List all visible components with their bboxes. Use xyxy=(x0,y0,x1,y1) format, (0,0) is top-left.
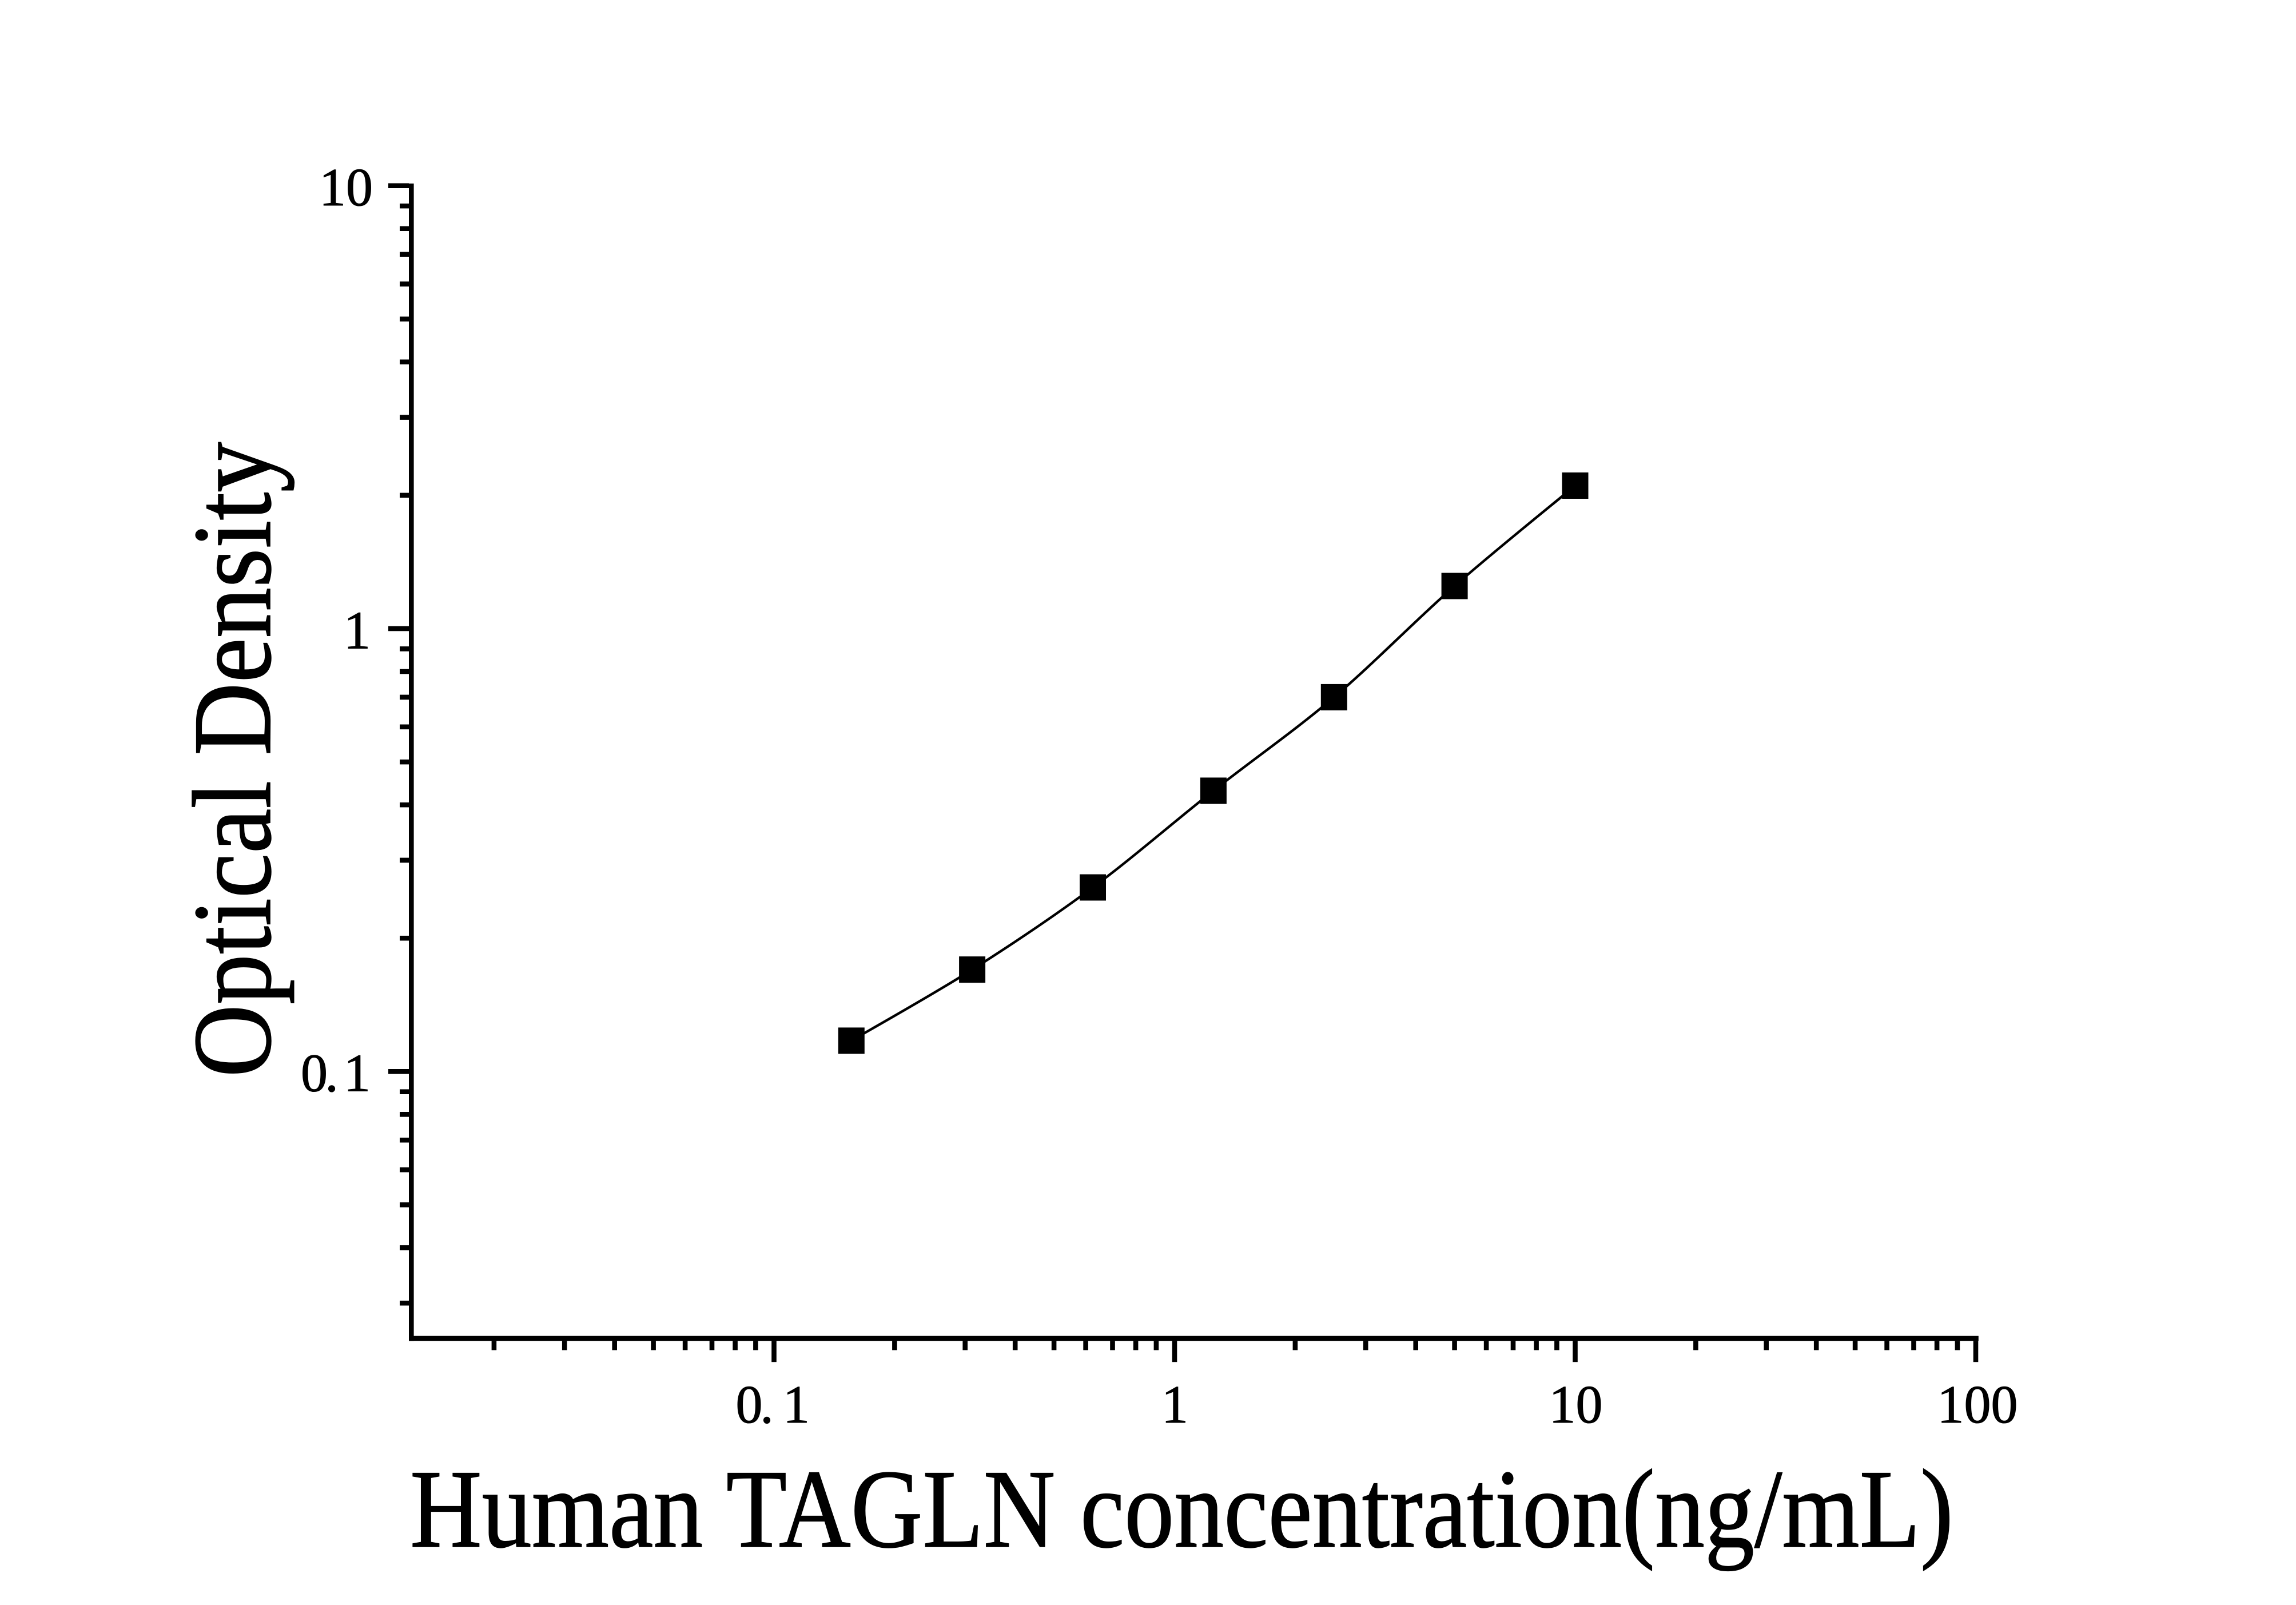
svg-text:0: 0 xyxy=(736,1375,763,1435)
svg-text:Human TAGLN concentration(ng/m: Human TAGLN concentration(ng/mL) xyxy=(410,1448,1953,1572)
svg-text:1: 1 xyxy=(344,601,371,661)
svg-text:.: . xyxy=(325,1044,339,1103)
svg-text:1: 1 xyxy=(783,1375,810,1435)
svg-text:0: 0 xyxy=(301,1044,328,1103)
svg-text:1: 1 xyxy=(1161,1375,1188,1435)
svg-text:.: . xyxy=(760,1375,774,1435)
svg-text:1: 1 xyxy=(344,1044,371,1103)
svg-text:10: 10 xyxy=(1549,1375,1603,1435)
svg-text:Optical Density: Optical Density xyxy=(170,442,295,1078)
svg-text:100: 100 xyxy=(1937,1375,2018,1435)
svg-text:10: 10 xyxy=(319,158,373,217)
